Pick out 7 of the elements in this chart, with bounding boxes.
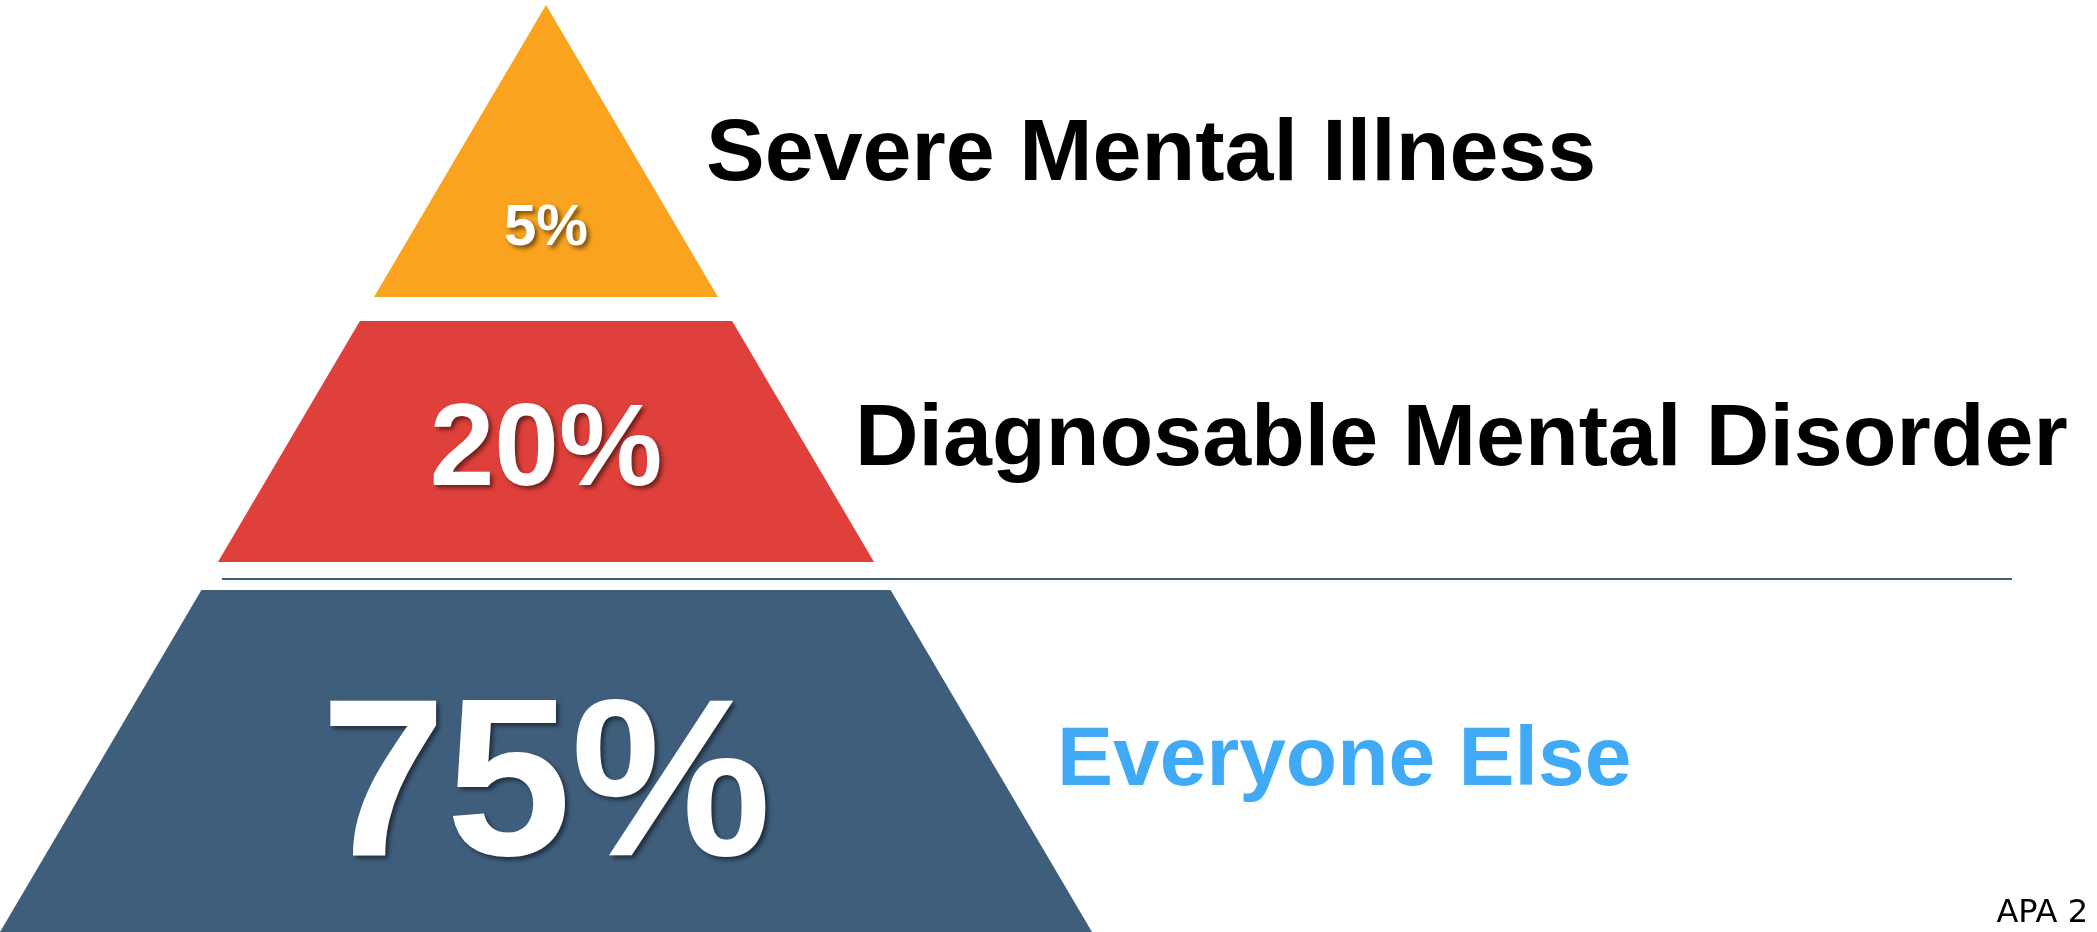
data-label: 5%: [503, 192, 589, 257]
data-label: 20%: [429, 380, 663, 510]
text: APA 2: [1996, 892, 2088, 930]
category-label: Diagnosable Mental Disorder: [855, 385, 2068, 484]
data-label: 75%: [320, 651, 772, 903]
category-label: Severe Mental Illness: [706, 100, 1597, 199]
category-label: Everyone Else: [1057, 709, 1632, 803]
